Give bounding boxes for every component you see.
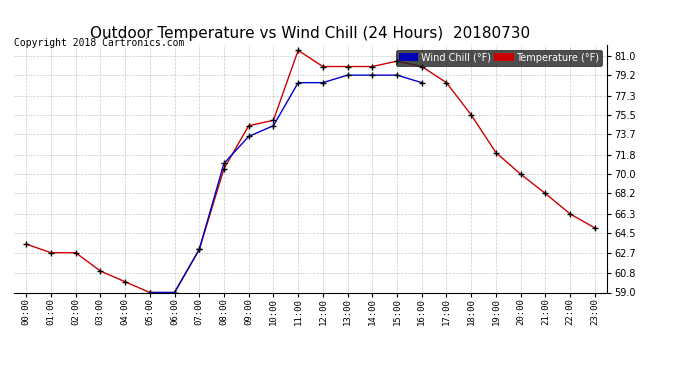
Text: Copyright 2018 Cartronics.com: Copyright 2018 Cartronics.com (14, 38, 184, 48)
Text: Outdoor Temperature vs Wind Chill (24 Hours)  20180730: Outdoor Temperature vs Wind Chill (24 Ho… (90, 26, 531, 41)
Legend: Wind Chill (°F), Temperature (°F): Wind Chill (°F), Temperature (°F) (396, 50, 602, 66)
